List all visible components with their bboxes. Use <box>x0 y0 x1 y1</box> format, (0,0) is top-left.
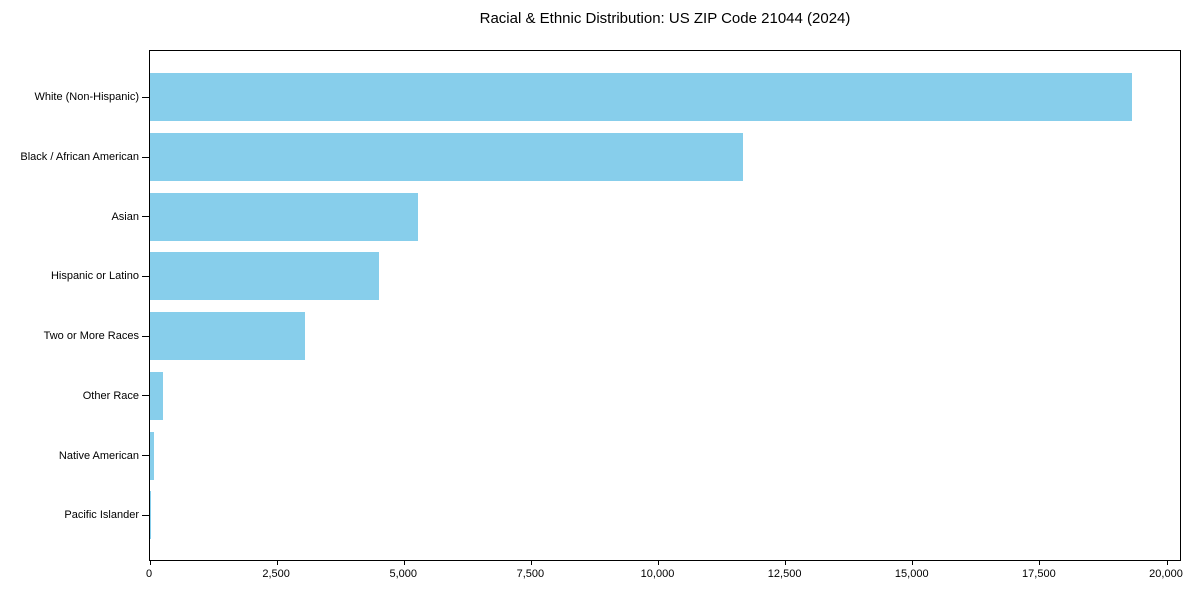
y-tick <box>142 455 149 457</box>
x-tick <box>1166 560 1168 565</box>
bar-black-african-american <box>150 133 743 181</box>
x-tick-label-10000: 10,000 <box>640 568 675 580</box>
x-tick-label-7500: 7,500 <box>516 568 545 580</box>
x-tick-label-20000: 20,000 <box>1149 568 1183 580</box>
bar-pacific-islander <box>150 491 151 540</box>
bar-native-american <box>150 431 154 480</box>
x-tick-label-17500: 17,500 <box>1022 568 1056 580</box>
y-tick <box>142 216 149 218</box>
y-tick <box>142 395 149 397</box>
x-tick <box>1039 560 1041 565</box>
x-tick-label-5000: 5,000 <box>389 568 418 580</box>
x-tick <box>785 560 787 565</box>
x-tick <box>276 560 278 565</box>
y-tick-label-asian: Asian <box>111 210 139 223</box>
x-tick-label-0: 0 <box>145 568 153 580</box>
bar-white-non-hispanic <box>150 73 1133 122</box>
x-tick-label-2500: 2,500 <box>262 568 290 580</box>
y-tick <box>142 156 149 158</box>
y-tick-label-native-american: Native American <box>58 449 139 462</box>
y-tick <box>142 275 149 277</box>
bar-hispanic-or-latino <box>150 252 379 301</box>
x-tick <box>658 560 659 565</box>
x-tick-label-12500: 12,500 <box>767 568 802 580</box>
x-tick <box>530 560 532 565</box>
y-tick-label-other-race: Other Race <box>82 389 139 402</box>
bar-two-or-more-races <box>150 312 306 361</box>
x-tick <box>149 560 151 565</box>
chart-title: Racial & Ethnic Distribution: US ZIP Cod… <box>479 10 851 27</box>
y-tick <box>142 96 149 98</box>
x-tick <box>912 560 914 565</box>
plot-area <box>142 50 1181 565</box>
y-tick-label-two-or-more-races: Two or More Races <box>43 330 139 343</box>
y-tick-label-white-non-hispanic: White (Non-Hispanic) <box>34 91 139 104</box>
y-tick <box>142 335 149 337</box>
bar-asian <box>150 192 419 241</box>
y-tick-label-black-african-american: Black / African American <box>20 151 139 163</box>
bar-other-race <box>150 371 164 420</box>
x-tick-label-15000: 15,000 <box>894 568 929 580</box>
y-tick <box>142 514 149 516</box>
y-tick-label-pacific-islander: Pacific Islander <box>64 509 139 522</box>
x-tick <box>403 560 405 565</box>
y-tick-label-hispanic-or-latino: Hispanic or Latino <box>50 270 139 283</box>
